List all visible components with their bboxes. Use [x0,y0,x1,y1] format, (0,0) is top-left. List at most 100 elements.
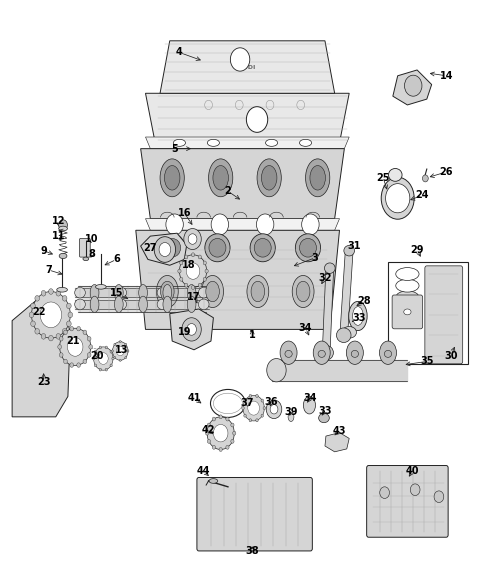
Circle shape [203,278,206,281]
Circle shape [76,326,80,331]
Circle shape [219,415,222,419]
Circle shape [212,445,215,449]
FancyBboxPatch shape [424,266,462,364]
Circle shape [98,353,108,364]
Circle shape [127,350,129,352]
Ellipse shape [57,287,67,292]
Circle shape [249,394,251,398]
Text: 8: 8 [89,248,95,259]
Polygon shape [339,251,352,335]
Ellipse shape [341,326,356,338]
Ellipse shape [83,257,89,261]
Ellipse shape [299,139,311,146]
Ellipse shape [164,166,180,190]
Circle shape [409,484,419,496]
Ellipse shape [246,275,268,308]
Circle shape [41,290,45,296]
Circle shape [93,347,113,370]
Ellipse shape [296,282,309,302]
Ellipse shape [352,307,363,325]
Circle shape [30,321,35,326]
Ellipse shape [209,479,217,483]
Circle shape [87,353,91,357]
Polygon shape [136,230,339,329]
Ellipse shape [254,238,271,257]
Text: 29: 29 [409,244,423,255]
Circle shape [62,328,67,334]
Circle shape [68,312,73,318]
Circle shape [76,363,80,367]
Circle shape [266,400,281,419]
Ellipse shape [75,287,85,298]
Circle shape [247,401,259,415]
Ellipse shape [116,287,126,298]
Polygon shape [321,268,333,353]
Text: 17: 17 [187,292,200,303]
Text: 33: 33 [351,312,365,323]
Text: 15: 15 [109,288,123,298]
Ellipse shape [160,159,184,197]
Circle shape [114,343,116,346]
Circle shape [112,357,114,360]
Circle shape [63,359,67,364]
Circle shape [48,289,53,294]
Polygon shape [140,149,344,219]
Circle shape [198,255,201,259]
Circle shape [105,368,107,371]
Circle shape [29,312,34,318]
Circle shape [207,417,234,449]
Circle shape [230,423,234,427]
Text: 43: 43 [332,426,346,436]
Circle shape [249,419,251,422]
Ellipse shape [395,279,418,292]
Ellipse shape [157,299,167,310]
Circle shape [105,346,107,349]
Ellipse shape [350,350,358,357]
Ellipse shape [299,238,316,257]
Ellipse shape [160,282,174,302]
Circle shape [184,255,187,259]
Circle shape [230,440,234,443]
Circle shape [59,353,63,357]
Text: 44: 44 [197,466,210,476]
Text: 41: 41 [187,392,200,403]
Circle shape [422,175,427,182]
Text: 22: 22 [32,307,45,317]
Circle shape [230,48,249,71]
Ellipse shape [303,396,315,414]
Circle shape [62,296,67,301]
Circle shape [114,356,116,359]
Polygon shape [12,300,70,417]
Ellipse shape [287,412,293,422]
Circle shape [179,255,206,287]
Polygon shape [169,309,213,350]
Circle shape [186,263,199,279]
Ellipse shape [395,268,418,280]
Ellipse shape [388,168,401,181]
Text: 13: 13 [114,345,128,355]
Text: 23: 23 [37,377,50,387]
Circle shape [66,303,71,308]
Circle shape [182,318,201,341]
Circle shape [198,283,201,287]
Circle shape [243,399,246,402]
FancyBboxPatch shape [366,465,447,538]
Circle shape [242,395,264,421]
Polygon shape [145,219,339,230]
Circle shape [124,356,126,359]
Ellipse shape [324,263,334,273]
Text: 6: 6 [113,254,120,265]
Polygon shape [145,137,348,149]
Circle shape [89,345,92,349]
Text: 14: 14 [439,71,452,81]
Circle shape [59,220,67,230]
Ellipse shape [279,341,296,364]
Circle shape [124,343,126,346]
Text: 21: 21 [66,336,79,346]
Ellipse shape [403,309,410,315]
Text: 3: 3 [311,252,318,263]
Ellipse shape [187,285,196,301]
Circle shape [183,229,201,250]
Ellipse shape [313,341,330,364]
Polygon shape [140,233,186,265]
